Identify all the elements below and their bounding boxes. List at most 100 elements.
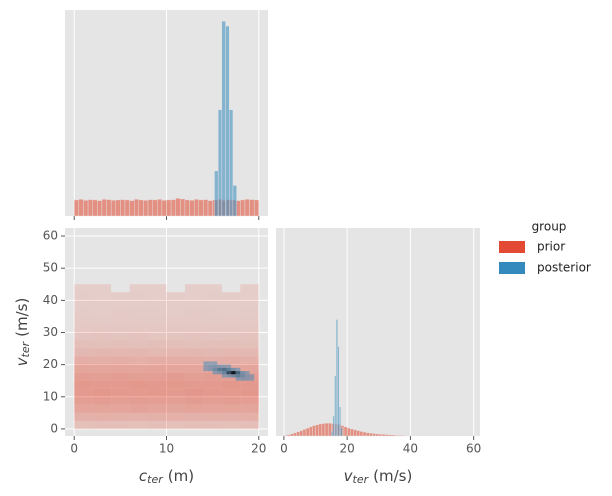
hist2d-cell — [235, 374, 241, 378]
hist2d-cell — [74, 340, 93, 349]
label-base: c — [139, 467, 148, 485]
histogram-bar — [378, 433, 383, 437]
hist2d-cell — [203, 340, 222, 349]
hist2d-cell — [74, 348, 93, 357]
hist2d-cell — [240, 364, 259, 373]
histogram-bar — [388, 434, 392, 437]
histogram-bar — [157, 199, 163, 217]
hist2d-cell — [240, 396, 259, 405]
hist2d-cell — [148, 308, 167, 317]
hist2d-cell — [203, 300, 222, 309]
hist2d-cell — [167, 284, 185, 292]
histogram-bar — [175, 198, 181, 217]
hist2d-cell — [231, 365, 236, 368]
hist2d-cell — [111, 388, 130, 397]
hist2d-cell — [148, 316, 167, 325]
histogram-bar — [240, 199, 246, 217]
label-unit: (m/s) — [13, 298, 31, 337]
hist2d-cell — [148, 364, 167, 373]
histogram-bar — [143, 200, 149, 217]
hist2d-cell — [203, 372, 222, 381]
hist2d-cell — [92, 404, 112, 413]
histogram-bar — [110, 200, 116, 217]
legend-swatch — [499, 262, 525, 274]
hist2d-cell — [221, 292, 241, 301]
hist2d-cell — [217, 361, 222, 364]
hist2d-cell — [203, 380, 222, 389]
histogram-bar — [129, 200, 135, 217]
label-sub: ter — [353, 473, 370, 486]
hist2d-cell — [212, 361, 218, 365]
hist2d-cell — [244, 377, 250, 381]
hist2d-cell — [166, 332, 185, 341]
histogram-bar — [147, 199, 153, 217]
hist2d-cell — [231, 371, 236, 375]
hist2d-cell — [166, 404, 185, 413]
hist2d-cell — [129, 300, 149, 309]
hist2d-cell — [236, 365, 241, 368]
hist2d-cell — [92, 364, 112, 373]
hist2d-cell — [208, 371, 213, 374]
hist2d-cell — [226, 361, 231, 364]
hist2d-cell — [213, 374, 218, 377]
hist2d-cell — [217, 367, 222, 372]
y-tick-label: 30 — [43, 325, 58, 339]
histogram-bar — [353, 429, 357, 437]
histogram-bar — [124, 199, 130, 217]
histogram-bar — [381, 434, 386, 437]
hist2d-cell — [184, 396, 204, 405]
hist2d-cell — [92, 396, 112, 405]
hist2d-cell — [203, 316, 222, 325]
hist2d-cell — [166, 316, 185, 325]
hist2d-cell — [221, 324, 241, 333]
hist2d-cell — [236, 361, 241, 364]
histogram-bar — [394, 434, 398, 437]
hist2d-cell — [221, 308, 241, 317]
hist2d-cell — [240, 324, 259, 333]
hist2d-cell — [240, 332, 259, 341]
histogram-bar — [327, 422, 332, 437]
hist2d-cell — [148, 412, 167, 421]
hist2d-cell — [74, 356, 93, 365]
hist2d-cell — [208, 377, 213, 380]
hist2d-cell — [184, 332, 204, 341]
histogram-bar — [286, 434, 291, 437]
hist2d-cell — [240, 388, 259, 397]
hist2d-cell — [222, 284, 240, 292]
histogram-bar — [253, 199, 259, 217]
hist2d-cell — [203, 284, 222, 293]
histogram-bar — [343, 426, 348, 437]
histogram-bar — [134, 199, 140, 217]
hist2d-cell — [240, 308, 259, 317]
hist2d-cell — [240, 374, 245, 378]
hist2d-cell — [74, 316, 93, 325]
hist2d-cell — [148, 396, 167, 405]
histogram-bar — [359, 431, 364, 437]
x-tick-label: 0 — [280, 442, 288, 456]
hist2d-cell — [74, 332, 93, 341]
hist2d-cell — [111, 420, 130, 429]
histogram-bar — [305, 427, 310, 437]
hist2d-cell — [221, 380, 241, 389]
hist2d-cell — [221, 356, 241, 365]
hist2d-cell — [231, 367, 236, 372]
panel-background — [276, 228, 480, 436]
hist2d-cell — [217, 364, 222, 368]
histogram-bar — [170, 199, 176, 217]
histogram-bar — [293, 432, 297, 437]
hist2d-cell — [240, 300, 259, 309]
hist2d-cell — [203, 361, 209, 365]
hist2d-cell — [148, 284, 167, 293]
hist2d-cell — [203, 332, 222, 341]
hist2d-cell — [221, 388, 241, 397]
hist2d-cell — [166, 292, 185, 301]
hist2d-cell — [244, 374, 250, 378]
histogram-bar — [339, 406, 342, 437]
hist2d-cell — [92, 284, 112, 293]
legend-label: prior — [537, 240, 565, 254]
hist2d-cell — [111, 372, 130, 381]
hist2d-cell — [129, 316, 149, 325]
hist2d-cell — [235, 371, 241, 375]
histogram-bar — [372, 433, 376, 437]
hist2d-cell — [111, 364, 130, 373]
